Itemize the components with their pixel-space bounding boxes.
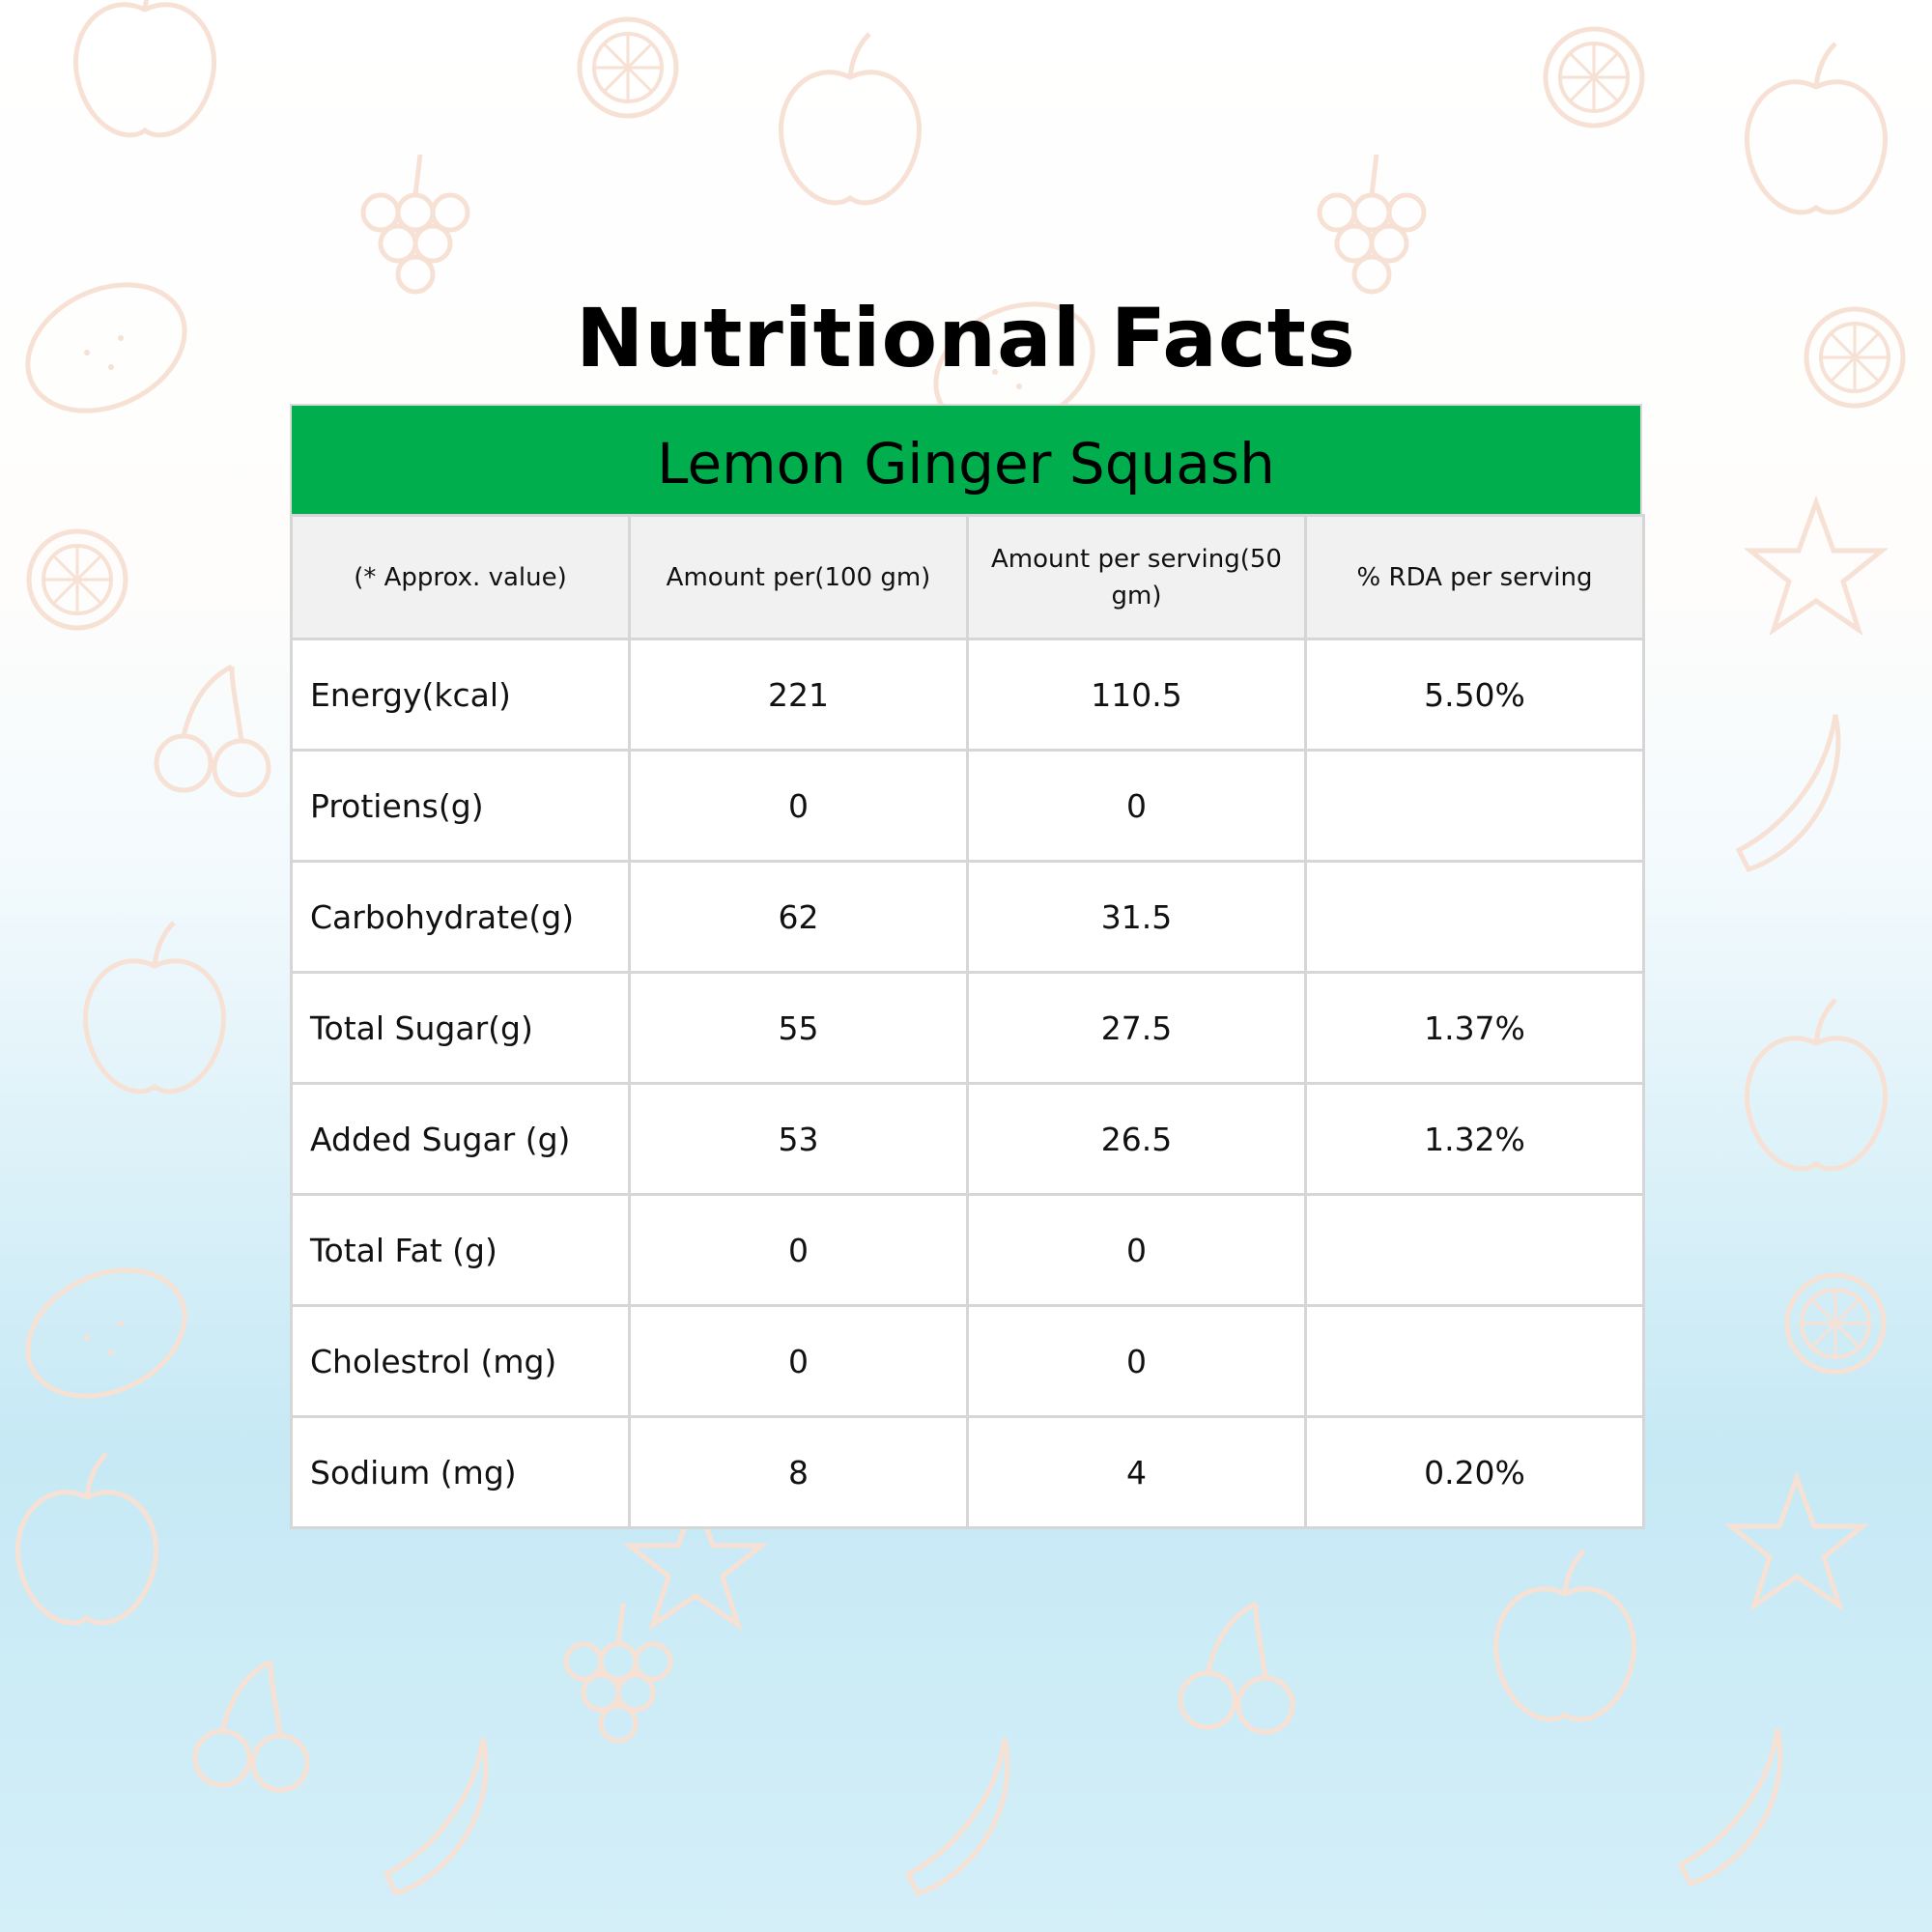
facts-table: (* Approx. value) Amount per(100 gm) Amo… xyxy=(290,514,1645,1529)
table-row: Carbohydrate(g) 62 31.5 xyxy=(290,860,1645,974)
amount-per-serving: 110.5 xyxy=(966,638,1307,752)
table-row: Total Fat (g) 0 0 xyxy=(290,1193,1645,1307)
amount-per-serving: 0 xyxy=(966,1193,1307,1307)
amount-per-serving: 0 xyxy=(966,749,1307,863)
rda-per-serving: 5.50% xyxy=(1304,638,1645,752)
nutrient-name: Protiens(g) xyxy=(290,749,631,863)
header-approx-value: (* Approx. value) xyxy=(290,514,631,640)
table-row: Added Sugar (g) 53 26.5 1.32% xyxy=(290,1082,1645,1196)
amount-per-100gm: 53 xyxy=(628,1082,969,1196)
nutrient-name: Added Sugar (g) xyxy=(290,1082,631,1196)
nutrient-name: Total Sugar(g) xyxy=(290,971,631,1085)
amount-per-100gm: 55 xyxy=(628,971,969,1085)
amount-per-100gm: 8 xyxy=(628,1415,969,1529)
amount-per-100gm: 0 xyxy=(628,1193,969,1307)
header-rda-per-serving: % RDA per serving xyxy=(1304,514,1645,640)
table-header-row: (* Approx. value) Amount per(100 gm) Amo… xyxy=(290,514,1645,640)
rda-per-serving xyxy=(1304,860,1645,974)
nutrient-name: Sodium (mg) xyxy=(290,1415,631,1529)
rda-per-serving xyxy=(1304,1304,1645,1418)
rda-per-serving xyxy=(1304,749,1645,863)
amount-per-serving: 26.5 xyxy=(966,1082,1307,1196)
nutrient-name: Total Fat (g) xyxy=(290,1193,631,1307)
amount-per-100gm: 0 xyxy=(628,1304,969,1418)
table-row: Protiens(g) 0 0 xyxy=(290,749,1645,863)
nutrient-name: Cholestrol (mg) xyxy=(290,1304,631,1418)
header-amount-per-serving: Amount per serving(50 gm) xyxy=(966,514,1307,640)
amount-per-100gm: 0 xyxy=(628,749,969,863)
rda-per-serving: 1.37% xyxy=(1304,971,1645,1085)
page-title: Nutritional Facts xyxy=(576,291,1356,385)
amount-per-100gm: 62 xyxy=(628,860,969,974)
header-amount-per-100gm: Amount per(100 gm) xyxy=(628,514,969,640)
amount-per-serving: 31.5 xyxy=(966,860,1307,974)
table-row: Energy(kcal) 221 110.5 5.50% xyxy=(290,638,1645,752)
table-row: Cholestrol (mg) 0 0 xyxy=(290,1304,1645,1418)
amount-per-serving: 0 xyxy=(966,1304,1307,1418)
nutrition-facts-table: Lemon Ginger Squash (* Approx. value) Am… xyxy=(290,404,1645,1529)
rda-per-serving xyxy=(1304,1193,1645,1307)
rda-per-serving: 0.20% xyxy=(1304,1415,1645,1529)
amount-per-100gm: 221 xyxy=(628,638,969,752)
nutrient-name: Carbohydrate(g) xyxy=(290,860,631,974)
nutrient-name: Energy(kcal) xyxy=(290,638,631,752)
amount-per-serving: 27.5 xyxy=(966,971,1307,1085)
table-row: Total Sugar(g) 55 27.5 1.37% xyxy=(290,971,1645,1085)
amount-per-serving: 4 xyxy=(966,1415,1307,1529)
product-name-banner: Lemon Ginger Squash xyxy=(290,404,1642,514)
rda-per-serving: 1.32% xyxy=(1304,1082,1645,1196)
table-row: Sodium (mg) 8 4 0.20% xyxy=(290,1415,1645,1529)
